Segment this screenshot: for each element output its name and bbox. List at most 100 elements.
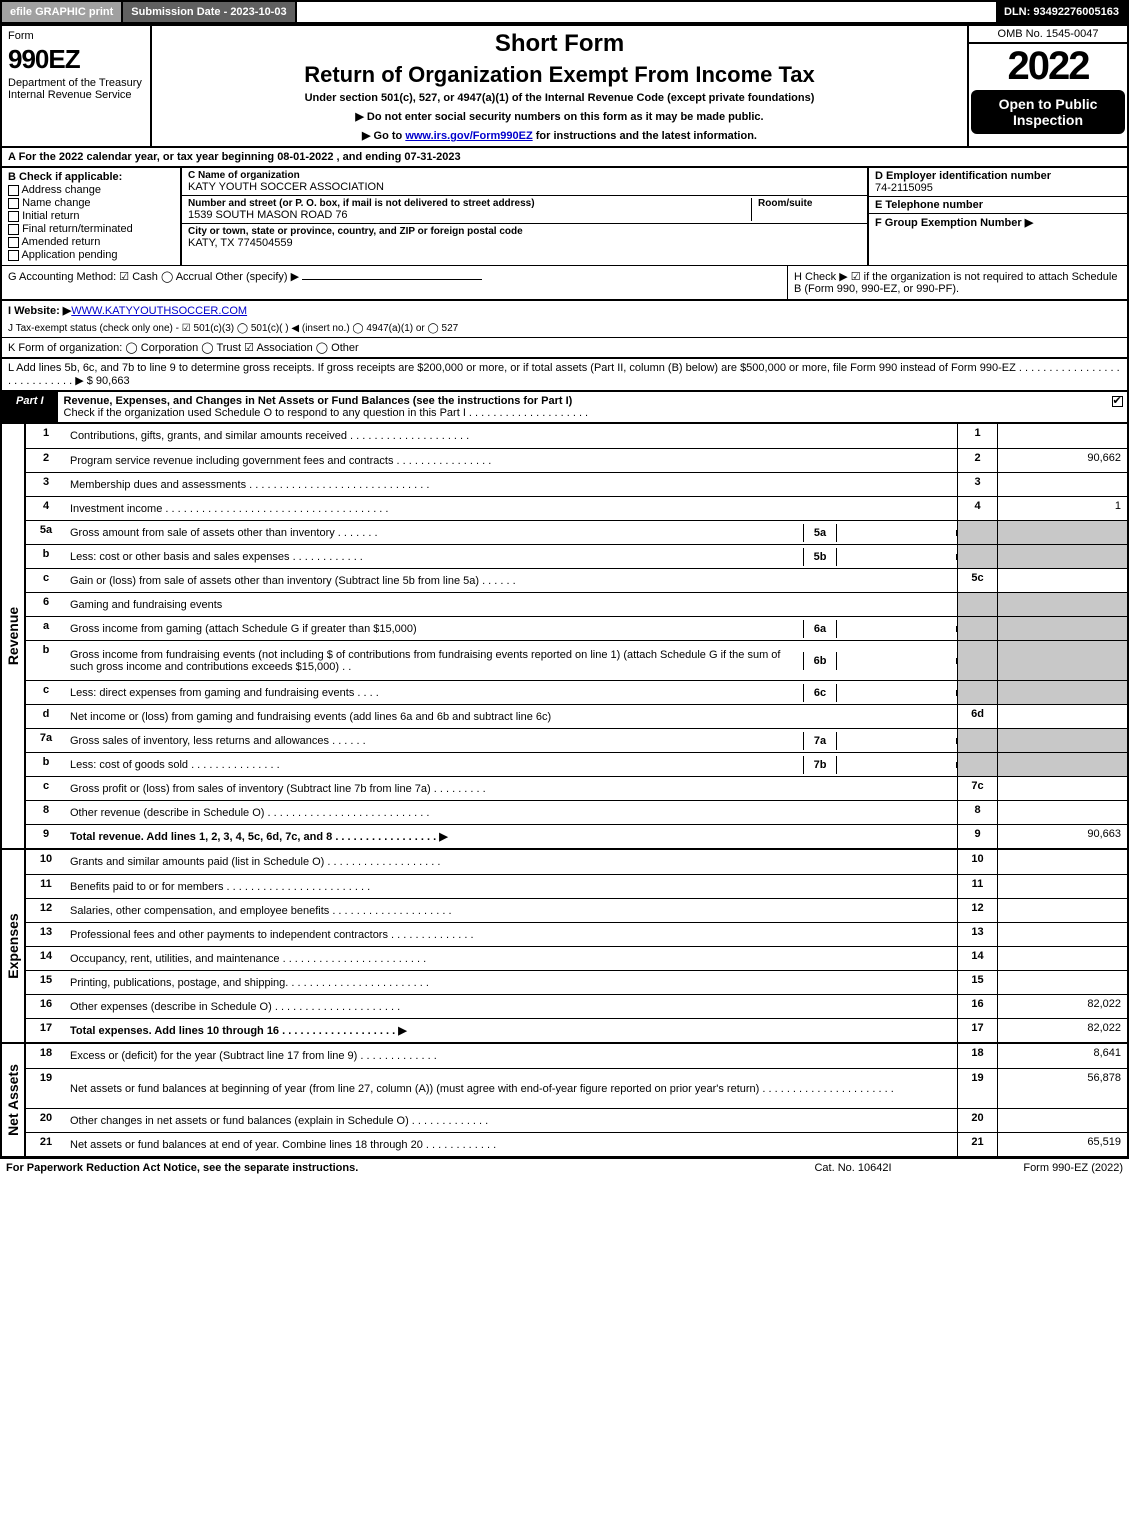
line-16-num: 16 bbox=[26, 995, 66, 1018]
line-13: 13Professional fees and other payments t… bbox=[26, 922, 1127, 946]
page-footer: For Paperwork Reduction Act Notice, see … bbox=[0, 1158, 1129, 1177]
line-1-num: 1 bbox=[26, 424, 66, 448]
section-k: K Form of organization: ◯ Corporation ◯ … bbox=[0, 337, 1129, 359]
line-7b-num: b bbox=[26, 753, 66, 776]
line-6c-num: c bbox=[26, 681, 66, 704]
line-11-num: 11 bbox=[26, 875, 66, 898]
line-6c-rnum-shade bbox=[957, 681, 997, 704]
under-section: Under section 501(c), 527, or 4947(a)(1)… bbox=[158, 92, 961, 104]
line-6-rnum-shade bbox=[957, 593, 997, 616]
line-9: 9Total revenue. Add lines 1, 2, 3, 4, 5c… bbox=[26, 824, 1127, 848]
footer-center: Cat. No. 10642I bbox=[763, 1162, 943, 1174]
line-2-rnum: 2 bbox=[957, 449, 997, 472]
c-street-hdr: Number and street (or P. O. box, if mail… bbox=[188, 198, 751, 209]
website-link[interactable]: WWW.KATYYOUTHSOCCER.COM bbox=[71, 305, 247, 317]
line-7a-desc: Gross sales of inventory, less returns a… bbox=[66, 729, 803, 752]
line-1: 1Contributions, gifts, grants, and simil… bbox=[26, 424, 1127, 448]
line-8: 8Other revenue (describe in Schedule O) … bbox=[26, 800, 1127, 824]
line-6d: dNet income or (loss) from gaming and fu… bbox=[26, 704, 1127, 728]
line-5a-desc: Gross amount from sale of assets other t… bbox=[66, 521, 803, 544]
line-13-val bbox=[997, 923, 1127, 946]
line-7a: 7aGross sales of inventory, less returns… bbox=[26, 728, 1127, 752]
line-18-desc: Excess or (deficit) for the year (Subtra… bbox=[66, 1044, 957, 1068]
chk-amended-return[interactable]: Amended return bbox=[8, 236, 174, 248]
form-header: Form 990EZ Department of the Treasury In… bbox=[0, 24, 1129, 148]
line-12-num: 12 bbox=[26, 899, 66, 922]
line-6b-rval-shade bbox=[997, 641, 1127, 680]
line-4-rnum: 4 bbox=[957, 497, 997, 520]
section-def: D Employer identification number 74-2115… bbox=[867, 168, 1127, 265]
line-4: 4Investment income . . . . . . . . . . .… bbox=[26, 496, 1127, 520]
line-21-rnum: 21 bbox=[957, 1133, 997, 1156]
line-7c: cGross profit or (loss) from sales of in… bbox=[26, 776, 1127, 800]
line-3-num: 3 bbox=[26, 473, 66, 496]
org-name: KATY YOUTH SOCCER ASSOCIATION bbox=[188, 181, 861, 193]
row-gh: G Accounting Method: ☑ Cash ◯ Accrual Ot… bbox=[0, 265, 1129, 301]
line-17-desc: Total expenses. Add lines 10 through 16 … bbox=[66, 1019, 957, 1042]
submission-date-button[interactable]: Submission Date - 2023-10-03 bbox=[123, 2, 296, 22]
chk-name-change[interactable]: Name change bbox=[8, 197, 174, 209]
line-10: 10Grants and similar amounts paid (list … bbox=[26, 850, 1127, 874]
line-3: 3Membership dues and assessments . . . .… bbox=[26, 472, 1127, 496]
dln-label: DLN: 93492276005163 bbox=[996, 2, 1127, 22]
line-1-desc: Contributions, gifts, grants, and simila… bbox=[66, 424, 957, 448]
g-text: G Accounting Method: ☑ Cash ◯ Accrual Ot… bbox=[8, 271, 299, 283]
line-6-rval-shade bbox=[997, 593, 1127, 616]
line-10-num: 10 bbox=[26, 850, 66, 874]
line-5c-rnum: 5c bbox=[957, 569, 997, 592]
chk-final-return[interactable]: Final return/terminated bbox=[8, 223, 174, 235]
section-i: I Website: ▶WWW.KATYYOUTHSOCCER.COM bbox=[0, 301, 1129, 320]
c-name-hdr: C Name of organization bbox=[188, 170, 861, 181]
line-7b-rnum-shade bbox=[957, 753, 997, 776]
chk-address-change-label: Address change bbox=[21, 184, 101, 196]
line-21-val: 65,519 bbox=[997, 1133, 1127, 1156]
line-2-desc: Program service revenue including govern… bbox=[66, 449, 957, 472]
line-5a-rnum-shade bbox=[957, 521, 997, 544]
line-11-rnum: 11 bbox=[957, 875, 997, 898]
line-3-val bbox=[997, 473, 1127, 496]
efile-print-button[interactable]: efile GRAPHIC print bbox=[2, 2, 123, 22]
line-6c-sn: 6c bbox=[803, 684, 837, 702]
ein-value: 74-2115095 bbox=[875, 182, 1121, 194]
dept-irs: Internal Revenue Service bbox=[8, 89, 144, 101]
header-left: Form 990EZ Department of the Treasury In… bbox=[2, 26, 152, 146]
line-8-rnum: 8 bbox=[957, 801, 997, 824]
omb-number: OMB No. 1545-0047 bbox=[969, 26, 1127, 44]
footer-right: Form 990-EZ (2022) bbox=[943, 1162, 1123, 1174]
line-17-val: 82,022 bbox=[997, 1019, 1127, 1042]
part1-schedule-o-check[interactable] bbox=[1107, 392, 1127, 422]
line-21: 21Net assets or fund balances at end of … bbox=[26, 1132, 1127, 1156]
goto-line: ▶ Go to www.irs.gov/Form990EZ for instru… bbox=[158, 129, 961, 142]
return-title: Return of Organization Exempt From Incom… bbox=[158, 62, 961, 88]
chk-address-change[interactable]: Address change bbox=[8, 184, 174, 196]
g-other-underline bbox=[302, 279, 482, 280]
org-street: 1539 SOUTH MASON ROAD 76 bbox=[188, 209, 751, 221]
line-5c-desc: Gain or (loss) from sale of assets other… bbox=[66, 569, 957, 592]
line-6c-sv bbox=[837, 690, 957, 696]
chk-name-change-label: Name change bbox=[22, 197, 91, 209]
chk-initial-return[interactable]: Initial return bbox=[8, 210, 174, 222]
line-5c-num: c bbox=[26, 569, 66, 592]
line-9-val: 90,663 bbox=[997, 825, 1127, 848]
line-5c-val bbox=[997, 569, 1127, 592]
top-bar: efile GRAPHIC print Submission Date - 20… bbox=[0, 0, 1129, 24]
goto-link[interactable]: www.irs.gov/Form990EZ bbox=[405, 130, 532, 142]
chk-application-pending[interactable]: Application pending bbox=[8, 249, 174, 261]
line-2: 2Program service revenue including gover… bbox=[26, 448, 1127, 472]
line-3-desc: Membership dues and assessments . . . . … bbox=[66, 473, 957, 496]
line-16-rnum: 16 bbox=[957, 995, 997, 1018]
line-13-desc: Professional fees and other payments to … bbox=[66, 923, 957, 946]
expenses-vlabel-text: Expenses bbox=[5, 913, 21, 978]
line-13-rnum: 13 bbox=[957, 923, 997, 946]
goto-post: for instructions and the latest informat… bbox=[533, 130, 757, 142]
line-4-num: 4 bbox=[26, 497, 66, 520]
line-9-num: 9 bbox=[26, 825, 66, 848]
line-7c-desc: Gross profit or (loss) from sales of inv… bbox=[66, 777, 957, 800]
section-j: J Tax-exempt status (check only one) - ☑… bbox=[0, 320, 1129, 337]
line-11-desc: Benefits paid to or for members . . . . … bbox=[66, 875, 957, 898]
line-6d-val bbox=[997, 705, 1127, 728]
line-17-rnum: 17 bbox=[957, 1019, 997, 1042]
line-4-val: 1 bbox=[997, 497, 1127, 520]
line-1-rnum: 1 bbox=[957, 424, 997, 448]
line-15-val bbox=[997, 971, 1127, 994]
